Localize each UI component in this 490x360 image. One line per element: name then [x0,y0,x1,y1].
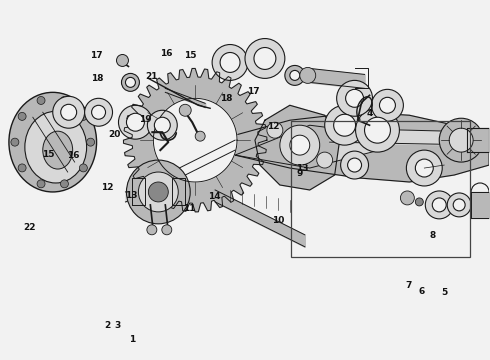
Text: 13: 13 [125,190,138,199]
Polygon shape [153,98,237,182]
Circle shape [154,117,171,133]
Circle shape [453,199,465,211]
Circle shape [290,135,310,155]
Circle shape [245,39,285,78]
Ellipse shape [25,111,87,183]
Text: 19: 19 [139,115,151,124]
Text: 5: 5 [441,288,447,297]
Circle shape [254,48,276,69]
Circle shape [280,125,319,165]
Text: 17: 17 [90,51,102,60]
Circle shape [325,105,365,145]
Text: 2: 2 [104,321,110,330]
Circle shape [147,225,157,235]
Circle shape [53,96,85,128]
Circle shape [379,97,395,113]
Text: 8: 8 [430,231,436,240]
Text: 16: 16 [160,49,172,58]
Text: 16: 16 [67,151,79,160]
Bar [292,121,469,257]
Circle shape [337,80,372,116]
Circle shape [347,158,362,172]
Circle shape [126,113,145,131]
Circle shape [371,89,403,121]
Text: 14: 14 [208,192,221,201]
Circle shape [18,164,26,172]
Circle shape [345,89,364,107]
Polygon shape [255,105,340,190]
Circle shape [341,151,368,179]
Text: 1: 1 [129,335,135,344]
Circle shape [79,112,87,120]
Circle shape [87,138,95,146]
Circle shape [61,104,76,120]
Circle shape [11,138,19,146]
Circle shape [220,53,240,72]
Text: 13: 13 [296,164,309,173]
Polygon shape [123,68,267,212]
Circle shape [195,131,205,141]
Circle shape [356,108,399,152]
Text: 11: 11 [183,204,195,213]
Circle shape [79,164,87,172]
Text: 18: 18 [220,94,233,103]
Circle shape [138,172,178,212]
Circle shape [300,67,316,84]
Text: 4: 4 [367,109,373,118]
Text: 12: 12 [101,183,114,192]
Circle shape [290,71,300,80]
Circle shape [18,112,26,120]
Circle shape [212,45,248,80]
Text: 7: 7 [405,281,412,290]
Circle shape [285,66,305,85]
Circle shape [92,105,105,119]
Text: 15: 15 [184,51,196,60]
Ellipse shape [43,131,73,169]
Circle shape [416,159,433,177]
Circle shape [179,104,191,116]
Circle shape [400,191,415,205]
Polygon shape [235,125,379,168]
Circle shape [162,225,172,235]
Circle shape [267,122,283,138]
Circle shape [125,77,135,87]
Text: 15: 15 [43,150,55,159]
Circle shape [365,117,391,143]
Polygon shape [210,112,489,182]
Circle shape [449,128,473,152]
Circle shape [37,96,45,104]
Text: 6: 6 [418,287,425,296]
Circle shape [60,180,69,188]
Circle shape [147,110,177,140]
Circle shape [334,114,356,136]
Text: 17: 17 [247,86,260,95]
Circle shape [126,160,190,224]
Text: 9: 9 [296,169,303,178]
Circle shape [317,152,333,168]
Text: 10: 10 [272,216,284,225]
Circle shape [416,198,423,206]
Circle shape [432,198,446,212]
Circle shape [122,73,140,91]
Text: 12: 12 [267,122,280,131]
Circle shape [119,105,152,139]
Circle shape [60,96,69,104]
Text: 18: 18 [91,75,104,84]
Text: 3: 3 [114,321,120,330]
Text: 20: 20 [108,130,121,139]
Circle shape [406,150,442,186]
Circle shape [117,54,128,67]
Text: 21: 21 [145,72,157,81]
Circle shape [439,118,483,162]
Ellipse shape [9,92,97,192]
Circle shape [148,182,168,202]
Text: 22: 22 [23,223,35,232]
Circle shape [37,180,45,188]
Circle shape [425,191,453,219]
Circle shape [85,98,113,126]
Circle shape [447,193,471,217]
